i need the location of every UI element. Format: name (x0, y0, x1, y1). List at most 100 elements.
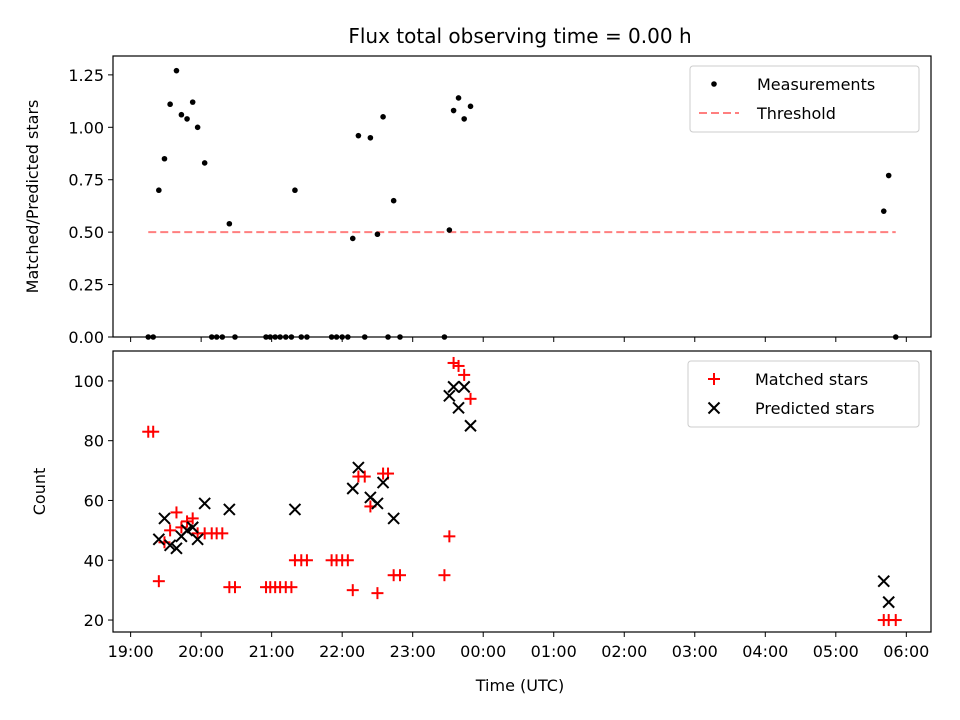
measurement-point (213, 334, 220, 340)
predicted-star-point (464, 419, 477, 432)
x-stroke-2 (223, 503, 236, 516)
bottom-plot-frame (112, 350, 932, 633)
matched-star-point (186, 512, 199, 525)
x-tick-label: 21:00 (249, 642, 295, 661)
top-plot-frame (112, 55, 932, 338)
y-tick-label: 0.50 (68, 223, 104, 242)
x-tick-label: 01:00 (531, 642, 577, 661)
x-tick-label: 23:00 (390, 642, 436, 661)
measurement-point (380, 114, 386, 120)
predicted-star-point (346, 482, 359, 495)
measurement-point (167, 101, 173, 108)
predicted-star-point (352, 461, 365, 474)
x-stroke-2 (457, 380, 471, 394)
matched-star-point (152, 575, 165, 588)
x-tick-label: 04:00 (742, 642, 788, 661)
measurement-point (194, 124, 201, 131)
measurement-point (277, 334, 283, 340)
x-stroke-2 (387, 512, 400, 525)
legend-measurements-label: Measurements (757, 75, 875, 94)
predicted-star-point (443, 389, 456, 403)
measurement-point (345, 334, 351, 340)
x-stroke-2 (158, 512, 171, 525)
predicted-star-point (191, 533, 204, 546)
measurement-point (189, 99, 196, 105)
legend-threshold-label: Threshold (756, 104, 836, 123)
matched-star-point (170, 506, 183, 519)
x-stroke-2 (364, 491, 377, 504)
measurement-point (339, 334, 345, 340)
y-tick-label: 1.00 (68, 118, 104, 137)
x-tick-label: 00:00 (460, 642, 506, 661)
x-tick-label: 19:00 (108, 642, 154, 661)
predicted-star-point (223, 503, 236, 516)
measurement-point (467, 103, 474, 110)
predicted-star-point (452, 401, 465, 415)
measurement-point (446, 227, 453, 233)
predicted-star-point (371, 497, 384, 510)
measurement-point (156, 187, 162, 194)
x-stroke-2 (352, 461, 365, 474)
chart-title: Flux total observing time = 0.00 h (348, 24, 691, 48)
predicted-star-point (288, 503, 302, 516)
measurement-point (328, 334, 335, 340)
measurement-point (397, 334, 403, 340)
matched-star-point (216, 527, 229, 540)
matched-star-point (889, 614, 902, 627)
measurement-point (267, 334, 274, 340)
x-stroke-2 (443, 389, 456, 403)
measurement-point (161, 155, 168, 162)
measurement-point (292, 187, 298, 194)
measurement-point (201, 160, 208, 166)
measurement-point (298, 334, 305, 340)
predicted-star-point (152, 533, 166, 546)
measurement-point (333, 334, 340, 340)
x-stroke-2 (447, 380, 460, 394)
x-stroke-2 (882, 595, 895, 609)
measurement-point (304, 334, 310, 340)
measurement-point (272, 334, 278, 340)
matched-star-point (164, 524, 177, 537)
bottom-legend (687, 360, 920, 428)
x-tick-label: 03:00 (672, 642, 718, 661)
matched-star-point (394, 569, 407, 582)
measurement-point (173, 67, 180, 74)
y-tick-label: 100 (73, 372, 104, 391)
x-stroke-2 (288, 503, 302, 516)
y-tick-label: 0.75 (68, 171, 104, 190)
matched-star-point (371, 587, 384, 600)
measurement-point (178, 111, 185, 118)
measurement-point (461, 116, 467, 122)
x-tick-label: 05:00 (813, 642, 859, 661)
measurement-point (880, 208, 887, 214)
x-stroke-2 (186, 521, 199, 534)
x-stroke-2 (371, 497, 384, 510)
predicted-star-point (158, 512, 171, 525)
top-axes: 0.00 0.25 0.50 0.75 1.00 1.25 Matched/Predicte… (23, 55, 932, 347)
x-stroke-2 (707, 401, 721, 415)
measurement-point (892, 334, 899, 340)
x-tick-label: 22:00 (319, 642, 365, 661)
top-y-axis-label: Matched/Predicted stars (23, 100, 42, 294)
measurement-point (455, 95, 462, 101)
matched-star-point (464, 392, 477, 405)
matched-star-point (438, 569, 451, 582)
matched-star-point (300, 554, 313, 567)
matched-star-point (147, 425, 160, 438)
matched-star-point (228, 581, 241, 594)
x-stroke-2 (376, 476, 390, 489)
x-axis-label: Time (UTC) (475, 676, 564, 695)
predicted-star-point (170, 542, 183, 555)
y-tick-label: 1.25 (68, 66, 104, 85)
x-tick-label: 20:00 (178, 642, 224, 661)
measurement-point (450, 107, 457, 114)
predicted-star-point (186, 521, 199, 534)
predicted-star-point (198, 497, 211, 510)
measurement-point (288, 334, 295, 340)
measurement-point (282, 334, 289, 340)
legend-measurements-marker (711, 81, 717, 87)
measurement-point (374, 231, 381, 238)
x-tick-label: 06:00 (883, 642, 929, 661)
matched-star-point (443, 530, 456, 543)
legend-matched-label: Matched stars (755, 370, 868, 389)
